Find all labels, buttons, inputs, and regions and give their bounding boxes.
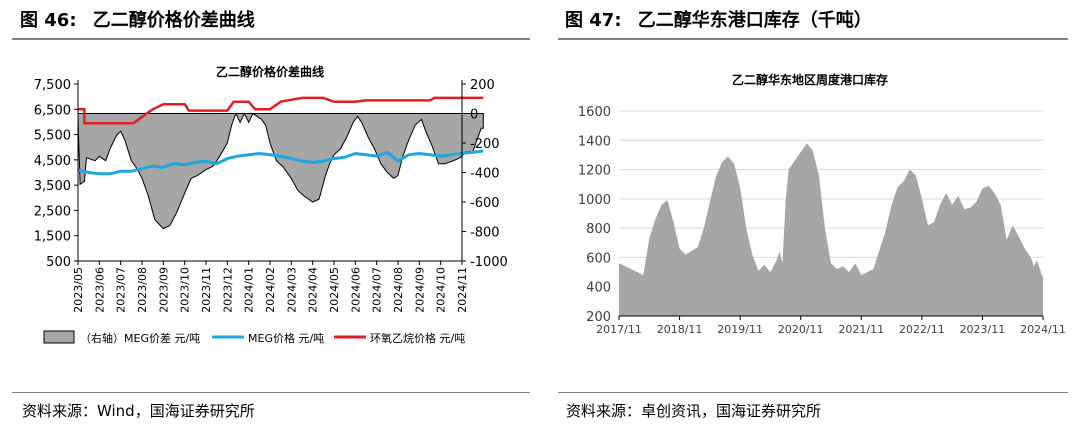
left-y-tick-label: 5,500 (34, 129, 71, 144)
left-source-note: 资料来源：Wind，国海证券研究所 (22, 402, 255, 420)
left-y-tick-label: 6,500 (34, 103, 71, 118)
right-y-tick-label: 400 (586, 281, 611, 296)
right-top-rule (558, 38, 1068, 40)
right-figure-label: 图 47: (565, 10, 622, 31)
x-tick-label: 2024/07 (371, 267, 384, 313)
x-tick-label: 2023/05 (72, 267, 85, 313)
inventory-area (619, 143, 1043, 316)
right-x-tick-label: 2022/11 (899, 323, 945, 336)
right-y-tick-label: -1000 (470, 255, 508, 270)
right-x-tick-label: 2017/11 (596, 323, 642, 336)
legend-label-eo: 环氧乙烷价格 元/吨 (370, 331, 465, 345)
x-tick-label: 2023/10 (179, 267, 192, 313)
right-x-tick-label: 2018/11 (657, 323, 703, 336)
right-x-tick-label: 2023/11 (960, 323, 1006, 336)
right-y-tick-label: 800 (586, 222, 611, 237)
right-y-tick-label: -600 (470, 196, 500, 211)
left-top-rule (12, 38, 530, 40)
legend-label-spread: （右轴）MEG价差 元/吨 (80, 331, 200, 345)
right-y-tick-label: 1000 (578, 193, 611, 208)
right-figure-title: 图 47: 乙二醇华东港口库存（千吨） (565, 6, 872, 32)
x-tick-label: 2023/07 (115, 267, 128, 313)
meg-price-line (77, 149, 484, 176)
x-tick-label: 2023/11 (200, 267, 213, 313)
x-tick-label: 2023/09 (157, 267, 170, 313)
right-y-tick-label: -800 (470, 226, 500, 241)
left-y-tick-label: 7,500 (34, 78, 71, 93)
right-x-tick-label: 2020/11 (778, 323, 824, 336)
x-tick-label: 2024/02 (264, 267, 277, 313)
right-y-tick-label: 1200 (578, 164, 611, 179)
x-tick-label: 2024/09 (413, 267, 426, 313)
right-y-tick-label: 200 (470, 78, 495, 93)
left-y-tick-label: 500 (46, 255, 71, 270)
left-y-tick-label: 4,500 (34, 154, 71, 169)
x-tick-label: 2024/10 (435, 267, 448, 313)
left-y-tick-label: 1,500 (34, 230, 71, 245)
x-tick-label: 2024/06 (349, 267, 362, 313)
x-tick-label: 2024/04 (307, 267, 320, 313)
right-x-tick-label: 2024/11 (1020, 323, 1066, 336)
x-tick-label: 2024/05 (328, 267, 341, 313)
left-y-tick-label: 2,500 (34, 204, 71, 219)
right-y-tick-label: -400 (470, 167, 500, 182)
right-x-tick-label: 2021/11 (838, 323, 884, 336)
x-tick-label: 2024/01 (243, 267, 256, 313)
right-figure-name: 乙二醇华东港口库存（千吨） (637, 10, 872, 31)
right-x-tick-label: 2019/11 (717, 323, 763, 336)
meg-price-spread-chart: 乙二醇价格价差曲线 7,500 6,500 5,500 4,500 3,500 2,500 1… (34, 64, 508, 345)
right-chart-title: 乙二醇华东地区周度港口库存 (732, 72, 888, 87)
right-bottom-rule (558, 392, 1068, 393)
right-y-tick-label: -200 (470, 137, 500, 152)
x-tick-label: 2023/12 (221, 267, 234, 313)
left-figure-title: 图 46: 乙二醇价格价差曲线 (20, 6, 255, 32)
left-y-tick-label: 3,500 (34, 179, 71, 194)
meg-port-inventory-chart: 乙二醇华东地区周度港口库存 1600 1400 1200 1000 800 600 400 20… (578, 72, 1066, 336)
x-tick-label: 2024/08 (392, 267, 405, 313)
legend-swatch-spread (43, 330, 75, 344)
right-y-tick-label: 600 (586, 251, 611, 266)
x-tick-label: 2024/03 (285, 267, 298, 313)
left-figure-label: 图 46: (20, 10, 77, 31)
left-chart-title: 乙二醇价格价差曲线 (216, 64, 324, 79)
right-y-tick-label: 0 (470, 108, 478, 123)
right-source-note: 资料来源：卓创资讯，国海证券研究所 (566, 402, 822, 420)
left-bottom-rule (12, 392, 530, 393)
right-y-tick-label: 200 (586, 310, 611, 325)
meg-spread-area (77, 112, 484, 230)
right-y-tick-label: 1600 (578, 105, 611, 120)
x-tick-label: 2023/08 (136, 267, 149, 313)
legend-label-meg: MEG价格 元/吨 (248, 331, 324, 345)
x-tick-label: 2023/06 (93, 267, 106, 313)
right-y-tick-label: 1400 (578, 134, 611, 149)
eo-price-line (78, 96, 484, 125)
x-tick-label: 2024/11 (456, 267, 469, 313)
left-figure-name: 乙二醇价格价差曲线 (92, 10, 255, 31)
